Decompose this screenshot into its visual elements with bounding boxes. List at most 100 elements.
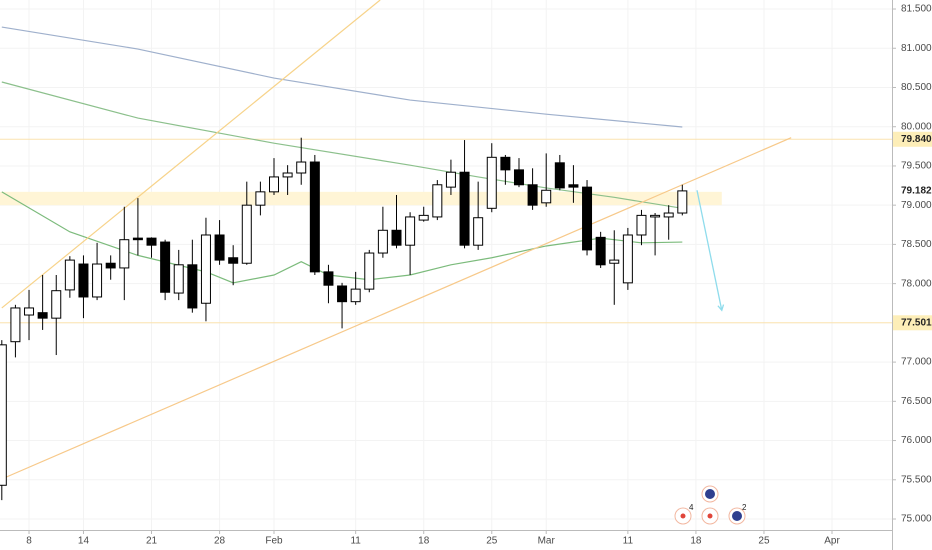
candle-body [255,191,266,206]
y-tick-label: 79.000 [901,200,932,211]
x-tick-label: 25 [758,536,770,547]
level-label-bg [893,315,932,331]
candle-body [37,312,48,319]
candle-body [214,234,225,261]
moving-average [1,26,683,128]
candle-body [650,214,661,218]
candle-body [391,229,402,246]
x-tick-label: Feb [265,536,283,547]
candle-body [10,307,21,343]
arrow-head [717,304,725,312]
candle-body [309,161,320,273]
candle-body [418,214,429,221]
y-tick-label: 76.000 [901,435,932,446]
x-tick-label: Mar [538,536,556,547]
candle-body [636,214,647,236]
candle-body [459,171,470,246]
candle-body [500,156,511,171]
candle-body [323,271,334,286]
last-price-bg [893,183,932,199]
candle-body [119,239,130,269]
flag-icon [705,489,715,499]
x-tick-label: 14 [78,536,90,547]
zone [0,191,722,206]
candle-body [51,290,62,319]
y-tick-label: 75.000 [901,514,932,525]
axes: 75.00075.50076.00076.50077.00077.50078.0… [26,4,932,547]
x-tick-label: 11 [623,536,634,547]
candle-body [241,204,252,264]
x-tick-label: 11 [350,536,361,547]
x-tick-label: 8 [26,536,32,547]
candle-body [350,288,361,303]
x-tick-label: 28 [214,536,226,547]
candle-body [92,263,103,298]
candle-body [405,216,416,246]
candle-body [337,285,348,303]
candle-body [609,259,620,264]
candle-body [582,186,593,251]
y-tick-label: 79.500 [901,161,932,172]
candle-body [24,307,35,316]
y-tick-label: 76.500 [901,396,932,407]
level-label-bg [893,131,932,147]
event-count: 2 [742,503,747,512]
candle-body [78,263,89,298]
candle-body [677,190,688,214]
candle-body [64,259,75,291]
flag-icon [732,511,742,521]
candle-body [663,212,674,218]
y-tick-label: 77.000 [901,357,932,368]
y-tick-label: 81.000 [901,43,932,54]
projection-arrow [696,190,723,311]
candle-body [269,176,280,193]
candle-body [0,344,7,486]
candle-body [527,184,538,206]
candle-body [595,236,606,266]
x-tick-label: 18 [690,536,702,547]
candle-body [568,184,579,188]
y-tick-label: 75.500 [901,474,932,485]
candle-body [541,189,552,204]
candle-body [473,217,484,246]
candle-body [132,237,143,241]
candle-body [622,234,633,284]
candle-body [146,237,157,246]
candle-body [554,162,565,189]
y-tick-label: 78.000 [901,278,932,289]
candle-body [296,161,307,174]
candle-body [364,252,375,290]
y-tick-label: 80.000 [901,121,932,132]
plot-area [0,0,892,501]
candle-body [160,241,171,293]
candle-body [513,169,524,186]
candle-body [105,262,116,269]
x-tick-label: 18 [418,536,430,547]
trend-line [1,0,381,309]
candle-body [445,171,456,188]
level-label: 79.840 [901,134,932,145]
candle-body [228,257,239,264]
x-tick-label: 25 [486,536,498,547]
moving-average [1,191,683,284]
trend-line [1,137,792,480]
candle-body [486,156,497,209]
event-dot [680,513,686,519]
candle-body [200,234,211,304]
candle-body [377,229,388,254]
event-dot [707,513,713,519]
level-label: 77.501 [901,317,932,328]
x-tick-label: Apr [824,536,840,547]
y-tick-label: 81.500 [901,4,932,15]
event-count: 4 [689,503,694,512]
candle-body [432,184,443,218]
grid [0,0,892,530]
last-price-label: 79.182 [901,186,932,197]
candle-body [187,264,198,309]
moving-average [1,81,683,209]
y-tick-label: 80.500 [901,82,932,93]
x-tick-label: 21 [146,536,158,547]
y-tick-label: 78.500 [901,239,932,250]
event-icons[interactable]: 4 2 [674,485,747,525]
